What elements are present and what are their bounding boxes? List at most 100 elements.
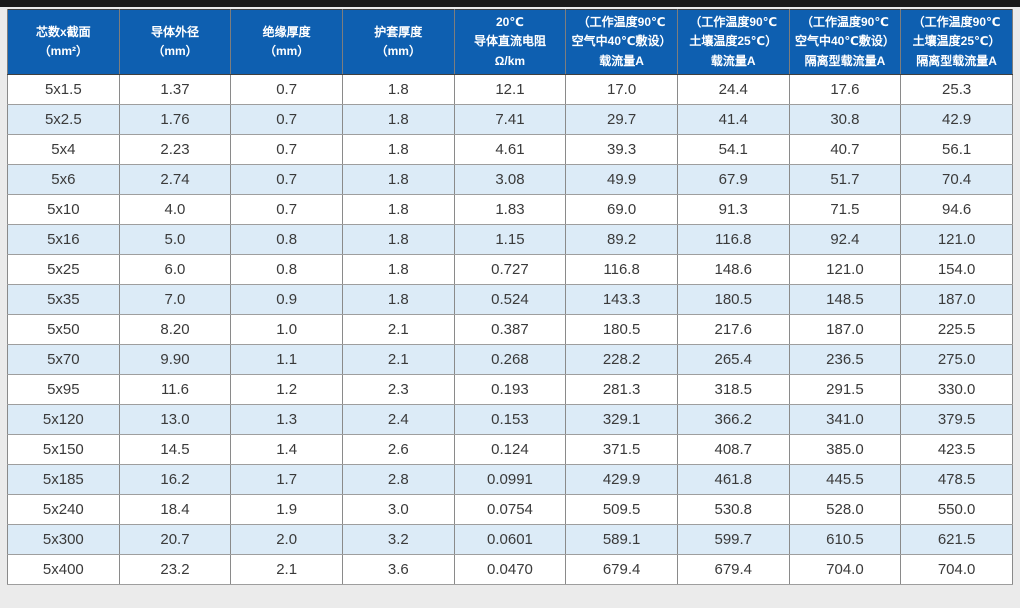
table-cell: 116.8 bbox=[676, 224, 790, 255]
table-cell: 20.7 bbox=[118, 524, 232, 555]
table-cell: 0.0991 bbox=[453, 464, 567, 495]
table-cell: 445.5 bbox=[788, 464, 902, 495]
table-cell: 5x35 bbox=[7, 284, 120, 315]
table-cell: 478.5 bbox=[900, 464, 1013, 495]
table-cell: 5x95 bbox=[7, 374, 120, 405]
table-cell: 5x6 bbox=[7, 164, 120, 195]
table-cell: 0.193 bbox=[453, 374, 567, 405]
table-row: 5x240 18.4 1.9 3.0 0.0754 509.5 530.8 528.0 550.… bbox=[7, 494, 1013, 525]
table-cell: 25.3 bbox=[900, 74, 1013, 105]
table-cell: 0.124 bbox=[453, 434, 567, 465]
table-cell: 1.8 bbox=[341, 104, 455, 135]
table-cell: 0.8 bbox=[230, 224, 343, 255]
table-cell: 228.2 bbox=[565, 344, 678, 375]
table-cell: 1.76 bbox=[118, 104, 232, 135]
table-cell: 704.0 bbox=[788, 554, 902, 585]
table-cell: 225.5 bbox=[900, 314, 1013, 345]
table-cell: 265.4 bbox=[676, 344, 790, 375]
table-cell: 187.0 bbox=[900, 284, 1013, 315]
table-row: 5x95 11.6 1.2 2.3 0.193 281.3 318.5 291.5 330.0 bbox=[7, 374, 1013, 405]
table-cell: 291.5 bbox=[788, 374, 902, 405]
table-cell: 0.387 bbox=[453, 314, 567, 345]
table-cell: 7.41 bbox=[453, 104, 567, 135]
column-header: 护套厚度 （mm） bbox=[341, 9, 455, 75]
cable-spec-table-container: 芯数x截面 （mm²） 导体外径 （mm） 绝缘厚度 （mm） 护套厚度 （mm） 20… bbox=[7, 9, 1013, 585]
table-cell: 9.90 bbox=[118, 344, 232, 375]
table-cell: 4.0 bbox=[118, 194, 232, 225]
table-cell: 5x300 bbox=[7, 524, 120, 555]
table-cell: 40.7 bbox=[788, 134, 902, 165]
table-cell: 509.5 bbox=[565, 494, 678, 525]
table-row: 5x1.5 1.37 0.7 1.8 12.1 17.0 24.4 17.6 25.3 bbox=[7, 74, 1013, 105]
table-cell: 3.08 bbox=[453, 164, 567, 195]
table-cell: 1.37 bbox=[118, 74, 232, 105]
table-cell: 54.1 bbox=[676, 134, 790, 165]
table-cell: 39.3 bbox=[565, 134, 678, 165]
table-cell: 0.268 bbox=[453, 344, 567, 375]
table-cell: 121.0 bbox=[900, 224, 1013, 255]
table-cell: 589.1 bbox=[565, 524, 678, 555]
table-row: 5x400 23.2 2.1 3.6 0.0470 679.4 679.4 704.0 704.… bbox=[7, 554, 1013, 585]
table-cell: 29.7 bbox=[565, 104, 678, 135]
table-cell: 5x25 bbox=[7, 254, 120, 285]
table-cell: 1.9 bbox=[230, 494, 343, 525]
table-cell: 5.0 bbox=[118, 224, 232, 255]
table-cell: 5x240 bbox=[7, 494, 120, 525]
table-cell: 2.1 bbox=[341, 314, 455, 345]
column-header: （工作温度90℃ 空气中40℃敷设） 载流量A bbox=[565, 9, 678, 75]
table-cell: 1.1 bbox=[230, 344, 343, 375]
table-cell: 429.9 bbox=[565, 464, 678, 495]
table-cell: 318.5 bbox=[676, 374, 790, 405]
table-cell: 550.0 bbox=[900, 494, 1013, 525]
table-cell: 148.5 bbox=[788, 284, 902, 315]
table-cell: 5x70 bbox=[7, 344, 120, 375]
table-cell: 71.5 bbox=[788, 194, 902, 225]
table-cell: 528.0 bbox=[788, 494, 902, 525]
table-cell: 236.5 bbox=[788, 344, 902, 375]
table-cell: 67.9 bbox=[676, 164, 790, 195]
table-cell: 1.0 bbox=[230, 314, 343, 345]
table-row: 5x10 4.0 0.7 1.8 1.83 69.0 91.3 71.5 94.6 bbox=[7, 194, 1013, 225]
top-bar bbox=[0, 0, 1020, 7]
table-cell: 2.3 bbox=[341, 374, 455, 405]
table-cell: 7.0 bbox=[118, 284, 232, 315]
table-header: 芯数x截面 （mm²） 导体外径 （mm） 绝缘厚度 （mm） 护套厚度 （mm） 20… bbox=[7, 9, 1013, 75]
table-cell: 51.7 bbox=[788, 164, 902, 195]
column-header: 芯数x截面 （mm²） bbox=[7, 9, 120, 75]
table-cell: 49.9 bbox=[565, 164, 678, 195]
table-cell: 0.8 bbox=[230, 254, 343, 285]
table-cell: 94.6 bbox=[900, 194, 1013, 225]
table-body: 5x1.5 1.37 0.7 1.8 12.1 17.0 24.4 17.6 25.3 5x2.5… bbox=[7, 74, 1013, 585]
table-cell: 2.8 bbox=[341, 464, 455, 495]
table-cell: 0.7 bbox=[230, 164, 343, 195]
table-cell: 275.0 bbox=[900, 344, 1013, 375]
table-cell: 5x50 bbox=[7, 314, 120, 345]
table-cell: 379.5 bbox=[900, 404, 1013, 435]
table-cell: 530.8 bbox=[676, 494, 790, 525]
table-cell: 0.524 bbox=[453, 284, 567, 315]
column-header: 20℃ 导体直流电阻 Ω/km bbox=[453, 9, 567, 75]
table-cell: 14.5 bbox=[118, 434, 232, 465]
table-cell: 0.7 bbox=[230, 194, 343, 225]
table-cell: 8.20 bbox=[118, 314, 232, 345]
table-cell: 12.1 bbox=[453, 74, 567, 105]
table-cell: 0.7 bbox=[230, 134, 343, 165]
table-cell: 5x16 bbox=[7, 224, 120, 255]
table-cell: 1.8 bbox=[341, 74, 455, 105]
table-cell: 217.6 bbox=[676, 314, 790, 345]
table-cell: 704.0 bbox=[900, 554, 1013, 585]
table-row: 5x35 7.0 0.9 1.8 0.524 143.3 180.5 148.5 187.0 bbox=[7, 284, 1013, 315]
table-header-row: 芯数x截面 （mm²） 导体外径 （mm） 绝缘厚度 （mm） 护套厚度 （mm） 20… bbox=[7, 9, 1013, 75]
column-header: 导体外径 （mm） bbox=[118, 9, 232, 75]
table-cell: 17.0 bbox=[565, 74, 678, 105]
table-cell: 621.5 bbox=[900, 524, 1013, 555]
table-cell: 2.23 bbox=[118, 134, 232, 165]
table-cell: 1.8 bbox=[341, 134, 455, 165]
table-cell: 5x185 bbox=[7, 464, 120, 495]
table-cell: 1.8 bbox=[341, 164, 455, 195]
table-cell: 461.8 bbox=[676, 464, 790, 495]
table-cell: 599.7 bbox=[676, 524, 790, 555]
table-cell: 408.7 bbox=[676, 434, 790, 465]
table-row: 5x4 2.23 0.7 1.8 4.61 39.3 54.1 40.7 56.1 bbox=[7, 134, 1013, 165]
table-cell: 1.2 bbox=[230, 374, 343, 405]
